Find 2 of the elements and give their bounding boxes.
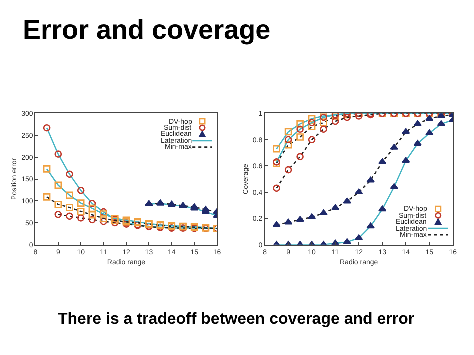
text: There is a tradeoff between coverage and error [58,311,415,328]
chart-title: Error and coverage [23,15,271,45]
